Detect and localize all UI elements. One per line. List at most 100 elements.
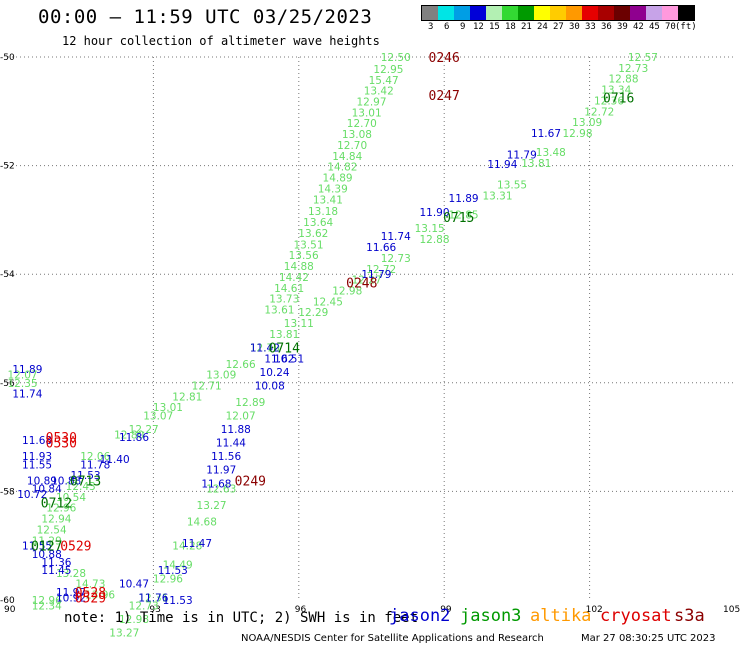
legend-swatch (502, 6, 518, 20)
wave-height-point: 13.81 (269, 329, 299, 341)
wave-height-point: 11.89 (449, 193, 479, 205)
wave-height-point: 15.47 (369, 75, 399, 87)
legend-label: 24 (537, 22, 548, 32)
wave-height-point: 13.18 (308, 206, 338, 218)
wave-height-point: 11.88 (221, 424, 251, 436)
wave-height-point: 13.09 (206, 370, 236, 382)
pass-label: 0249 (235, 475, 266, 490)
wave-height-point: 11.94 (487, 159, 517, 171)
wave-height-point: 11.74 (12, 389, 42, 401)
plot-grid (8, 56, 735, 600)
wave-height-point: 11.47 (182, 538, 212, 550)
wave-height-point: 13.15 (415, 223, 445, 235)
wave-height-point: 13.01 (352, 107, 382, 119)
legend-swatch (550, 6, 566, 20)
x-tick-label: 90 (4, 605, 16, 615)
wave-height-point: 13.11 (284, 318, 314, 330)
wave-height-point: 11.79 (361, 269, 391, 281)
wave-height-point: 12.36 (594, 95, 624, 107)
wave-height-point: 14.68 (187, 516, 217, 528)
wave-height-point: 11.55 (22, 541, 52, 553)
wave-height-point: 10.92 (56, 592, 86, 604)
satellite-cryosat: cryosat (600, 606, 672, 626)
legend-label: 12 (473, 22, 484, 32)
wave-height-point: 12.70 (347, 118, 377, 130)
wave-height-point: 14.82 (327, 162, 357, 174)
wave-height-point: 11.78 (80, 459, 110, 471)
wave-height-point: 13.01 (153, 402, 183, 414)
wave-height-point: 12.07 (226, 410, 256, 422)
wave-height-point: 12.89 (235, 397, 265, 409)
pass-label: 0712 (41, 496, 72, 511)
wave-height-point: 10.88 (51, 476, 81, 488)
wave-height-point: 13.27 (109, 628, 139, 640)
wave-height-point: 10.72 (17, 489, 47, 501)
wave-height-point: 13.56 (289, 250, 319, 262)
wave-height-point: 14.73 (75, 579, 105, 591)
wave-height-point: 14.88 (284, 261, 314, 273)
wave-height-point: 11.29 (32, 535, 62, 547)
pass-label: 0529 (60, 540, 91, 555)
wave-height-point: 12.72 (366, 264, 396, 276)
wave-height-point: 11.55 (22, 459, 52, 471)
wave-height-point: 11.74 (381, 231, 411, 243)
pass-label: 0528 (75, 586, 106, 601)
legend-swatch (598, 6, 614, 20)
wave-height-point: 12.54 (37, 524, 67, 536)
wave-height-point: 12.50 (381, 52, 411, 64)
wave-height-point: 12.27 (129, 424, 159, 436)
wave-height-point: 12.57 (628, 52, 658, 64)
wave-height-point: 11.53 (158, 565, 188, 577)
wave-height-point: 13.62 (298, 228, 328, 240)
wave-height-point: 12.31 (138, 592, 168, 604)
data-points: 12.5012.9515.4713.4212.9713.0112.7013.08… (8, 52, 658, 640)
wave-height-point: 12.73 (381, 253, 411, 265)
credit-text: NOAA/NESDIS Center for Satellite Applica… (241, 633, 544, 644)
wave-height-point: 12.98 (119, 614, 149, 626)
y-tick-label: -60 (0, 596, 15, 606)
legend-label: 39 (617, 22, 628, 32)
wave-height-point: 11.42 (250, 343, 280, 355)
legend-label: 70 (665, 22, 676, 32)
wave-height-point: 12.43 (66, 481, 96, 493)
legend-swatch (566, 6, 582, 20)
legend-swatch (582, 6, 598, 20)
wave-height-point: 13.51 (293, 239, 323, 251)
wave-height-point: 12.70 (337, 140, 367, 152)
wave-height-point: 10.51 (274, 353, 304, 365)
wave-height-point: 12.98 (562, 128, 592, 140)
pass-labels: 0246 0247 0248 0249 0716 0715 0714 0713 0712 0127… (31, 51, 634, 606)
footer-note: note: 1) Time is in UTC; 2) SWH is in fe… (64, 610, 419, 626)
wave-height-point: 11.66 (366, 242, 396, 254)
legend-swatch (646, 6, 662, 20)
page-title: 00:00 – 11:59 UTC 03/25/2023 (38, 6, 373, 28)
y-tick-label: -54 (0, 270, 15, 280)
wave-height-point: 12.73 (618, 63, 648, 75)
wave-height-point: 12.96 (46, 503, 76, 515)
legend-swatch (614, 6, 630, 20)
legend-label: 30 (569, 22, 580, 32)
legend-swatch (486, 6, 502, 20)
legend-label: 9 (460, 22, 466, 32)
wave-height-point: 11.89 (12, 364, 42, 376)
wave-height-point: 12.85 (449, 209, 479, 221)
pass-label: 0530 (46, 437, 77, 452)
wave-height-point: 14.49 (163, 560, 193, 572)
wave-height-point: 14.89 (323, 173, 353, 185)
wave-height-point: 11.79 (507, 150, 537, 162)
wave-height-point: 11.76 (138, 592, 168, 604)
wave-height-point: 10.54 (56, 492, 86, 504)
x-tick-label: 102 (586, 605, 603, 615)
wave-height-point: 11.68 (22, 435, 52, 447)
wave-height-point: 11.56 (211, 451, 241, 463)
color-legend: 3 6 9 12 15 18 21 24 27 30 33 36 39 42 45 70 (ft) (421, 5, 697, 33)
wave-height-point: 11.67 (531, 128, 561, 140)
axis-labels: 90 93 96 99 102 105 -50 -52 -54 -56 -58 -60 (0, 53, 740, 615)
pass-label: 0246 (429, 51, 460, 66)
legend-swatch (678, 6, 694, 20)
wave-height-point: 13.08 (342, 129, 372, 141)
y-tick-label: -50 (0, 53, 15, 63)
pass-label: 0127 (31, 540, 62, 555)
legend-swatch (438, 6, 454, 20)
